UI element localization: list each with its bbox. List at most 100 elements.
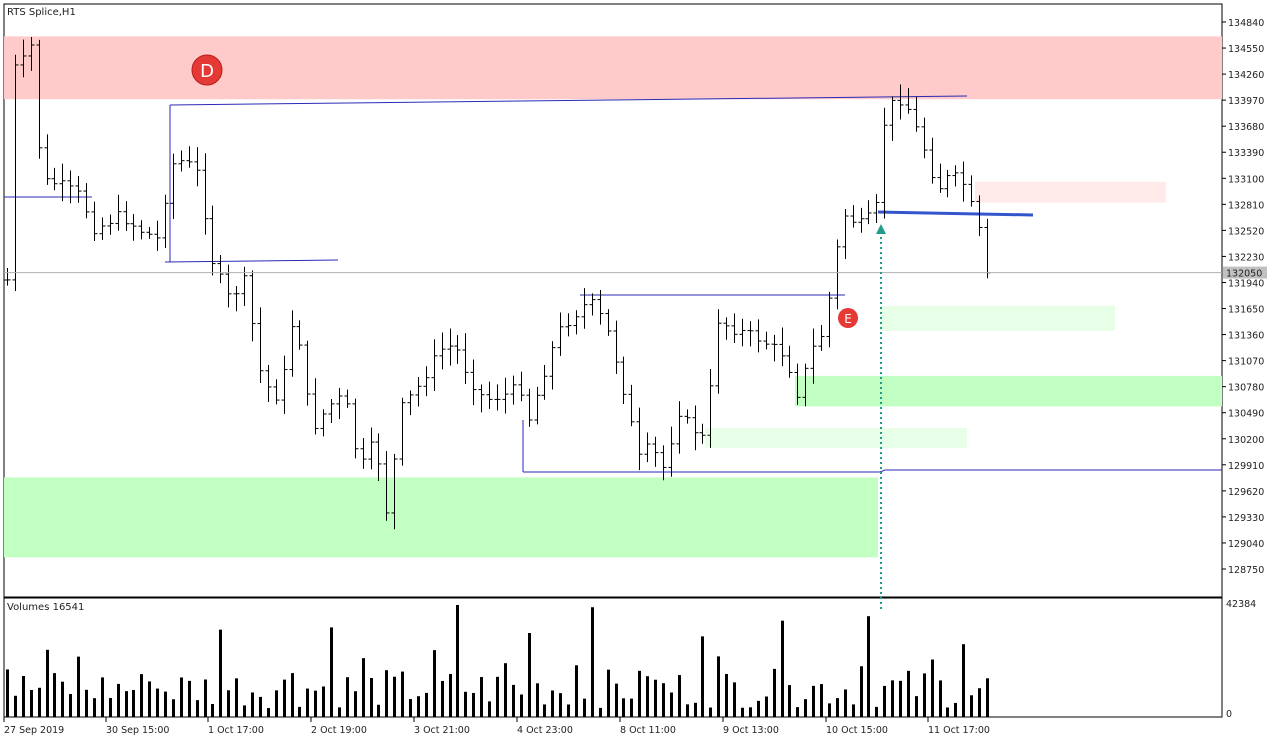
volume-bar — [204, 679, 207, 717]
volume-bar — [520, 694, 523, 717]
volume-bar — [836, 698, 839, 717]
volume-bar — [615, 683, 618, 717]
volume-bar — [931, 659, 934, 717]
volume-bar — [480, 677, 483, 717]
time-tick-label: 3 Oct 21:00 — [414, 725, 470, 736]
volume-bar — [417, 696, 420, 717]
volume-bar — [22, 676, 25, 717]
volume-bar — [844, 689, 847, 717]
volume-bar — [101, 677, 104, 717]
volume-bar — [646, 676, 649, 717]
level-line — [164, 259, 339, 263]
volume-bar — [860, 666, 863, 717]
time-tick-label: 27 Sep 2019 — [4, 725, 64, 736]
price-tick-label: 134260 — [1228, 70, 1264, 81]
price-tick-label: 129330 — [1228, 513, 1264, 524]
volume-bar — [227, 690, 230, 717]
volume-bar — [377, 704, 380, 717]
price-tick-label: 132520 — [1228, 226, 1264, 237]
volume-bar — [725, 673, 728, 717]
levels-layer — [4, 95, 1222, 473]
chart-title: RTS Splice,H1 — [7, 7, 76, 18]
volume-bar — [330, 627, 333, 717]
price-bars — [4, 37, 991, 530]
time-tick-label: 9 Oct 13:00 — [723, 725, 779, 736]
volume-bar — [883, 685, 886, 717]
volume-bar — [986, 678, 989, 717]
volume-bar — [109, 698, 112, 717]
marker-e: E — [838, 308, 858, 328]
volume-bar — [69, 694, 72, 717]
volume-bar — [496, 676, 499, 717]
volume-bar — [235, 678, 238, 717]
price-tick-label: 131070 — [1228, 357, 1264, 368]
volume-bar — [962, 644, 965, 717]
volume-bar — [899, 680, 902, 717]
volume-bar — [954, 702, 957, 717]
volume-bar — [543, 704, 546, 717]
volume-bar — [251, 692, 254, 717]
price-tick-label: 129910 — [1228, 461, 1264, 472]
price-tick-label: 132230 — [1228, 252, 1264, 263]
volume-bar — [425, 692, 428, 717]
volume-bar — [472, 693, 475, 717]
volume-bars — [6, 605, 989, 717]
volume-bar — [575, 665, 578, 717]
volume-bar — [409, 699, 412, 717]
price-axis: 134840 134550 134260 133970 133680 133390 1331… — [1222, 18, 1264, 576]
volume-bar — [180, 677, 183, 717]
volume-bar — [393, 676, 396, 717]
price-tick-label: 129620 — [1228, 487, 1264, 498]
price-tick-label: 130200 — [1228, 435, 1264, 446]
volume-bar — [946, 707, 949, 717]
price-tick-label: 130780 — [1228, 383, 1264, 394]
volume-bar — [638, 670, 641, 717]
zone-demand — [4, 477, 878, 558]
volume-bar — [765, 696, 768, 717]
price-tick-label: 131360 — [1228, 331, 1264, 342]
current-price-label: 132050 — [1226, 269, 1262, 280]
volume-bar — [536, 683, 539, 717]
zone-demand-light — [705, 427, 967, 448]
time-tick-label: 10 Oct 15:00 — [826, 725, 888, 736]
volume-bar — [38, 687, 41, 717]
volume-bar — [354, 691, 357, 717]
volume-bar — [709, 707, 712, 717]
price-tick-label: 132810 — [1228, 200, 1264, 211]
time-tick-label: 2 Oct 19:00 — [311, 725, 367, 736]
current-price-box — [1223, 266, 1267, 279]
volume-bar — [907, 670, 910, 717]
volume-bar — [283, 679, 286, 717]
volume-bar — [267, 708, 270, 717]
volume-bar — [306, 688, 309, 717]
volume-bar — [678, 675, 681, 717]
volume-bar — [512, 684, 515, 717]
volume-bar — [93, 698, 96, 717]
volume-bar — [275, 690, 278, 717]
volume-bar — [46, 649, 49, 717]
volume-bar — [939, 680, 942, 717]
volume-bar — [259, 696, 262, 717]
volume-bar — [670, 692, 673, 717]
volume-bar — [291, 673, 294, 717]
volume-bar — [583, 698, 586, 717]
time-tick-label: 1 Oct 17:00 — [208, 725, 264, 736]
volume-bar — [788, 685, 791, 717]
volume-bar — [6, 669, 9, 717]
volume-bar — [322, 686, 325, 717]
price-tick-label: 133100 — [1228, 174, 1264, 185]
volume-bar — [433, 650, 436, 717]
zone-demand — [795, 375, 1222, 407]
volume-bar — [132, 689, 135, 717]
volume-bar — [61, 681, 64, 717]
volume-bar — [456, 605, 459, 717]
price-tick-label: 133680 — [1228, 122, 1264, 133]
volume-bar — [464, 691, 467, 717]
volume-bar — [504, 663, 507, 717]
volume-bar — [148, 681, 151, 717]
volume-bar — [362, 658, 365, 717]
price-tick-label: 134550 — [1228, 44, 1264, 55]
volume-bar — [820, 684, 823, 717]
volume-bar — [852, 704, 855, 717]
volume-bar — [385, 670, 388, 717]
